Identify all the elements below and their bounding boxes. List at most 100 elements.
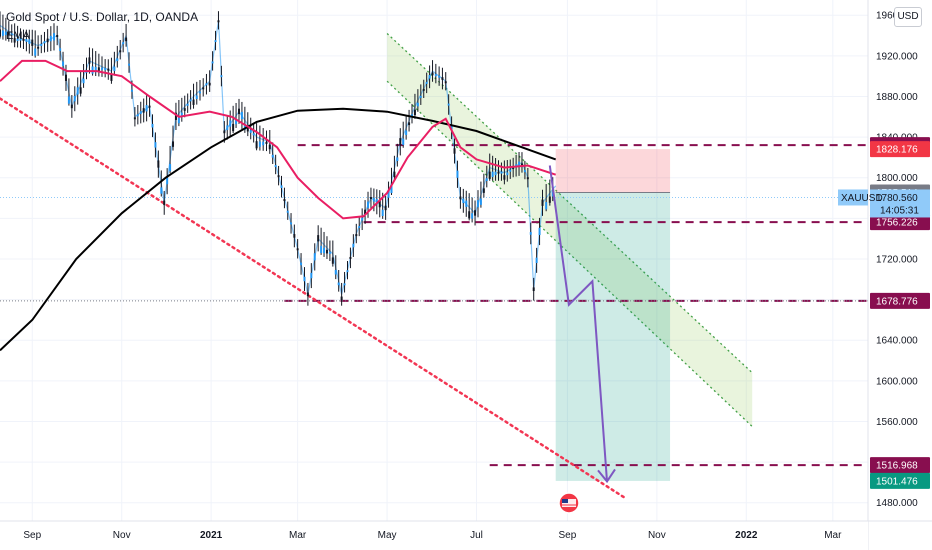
level-tag-bg [870, 457, 930, 474]
currency-button[interactable]: USD [894, 7, 922, 27]
candle-body [482, 188, 485, 193]
candle-body [286, 210, 289, 213]
candle-body [538, 227, 541, 236]
candle-body [67, 96, 70, 104]
chart-title: Gold Spot / U.S. Dollar, 1D, OANDA [6, 10, 199, 24]
price-tag-bg [870, 141, 930, 158]
candle-body [202, 87, 205, 90]
forecast-path[interactable] [548, 165, 616, 484]
candle-body [306, 292, 309, 297]
x-tick-label: Nov [648, 530, 666, 541]
candle-body [431, 72, 434, 76]
slow-ma-line [0, 107, 557, 352]
candle-body [453, 148, 456, 154]
trend-line[interactable] [0, 97, 626, 499]
price-tag: 1501.476 [876, 476, 918, 487]
candle-body [541, 199, 544, 206]
candle-body [205, 83, 208, 86]
x-tick-label: Mar [289, 530, 307, 541]
candle-body [91, 66, 94, 74]
candle-body [198, 91, 201, 94]
candle-body [393, 171, 396, 178]
candle-body [509, 169, 512, 172]
candle-body [43, 41, 46, 44]
forecast-arrowhead[interactable] [597, 468, 616, 484]
candle-body [214, 40, 217, 43]
flag-icon[interactable] [558, 492, 580, 514]
candle-body [208, 82, 211, 86]
candle-body [172, 141, 175, 147]
candle-body [290, 222, 293, 225]
price-tag-bg [870, 472, 930, 489]
candle-body [416, 102, 419, 107]
candle-body [22, 38, 25, 41]
candle-body [180, 112, 183, 118]
candle-body [405, 130, 408, 136]
candle-body [243, 123, 246, 131]
candle-body [82, 78, 85, 84]
short-position-box[interactable] [555, 149, 671, 481]
candle-body [49, 35, 52, 42]
horizontal-levels[interactable] [0, 144, 868, 467]
candle-body [369, 197, 372, 200]
candle-body [411, 114, 414, 117]
candle-body [474, 210, 477, 216]
candle-body [323, 247, 326, 254]
candle-body [258, 141, 261, 147]
forecast-line[interactable] [548, 165, 608, 482]
candle-body [399, 138, 402, 146]
candle-body [189, 99, 192, 102]
candle-body [7, 32, 10, 35]
candle-body [1, 30, 4, 36]
candle-body [280, 185, 283, 189]
x-tick-label: May [378, 530, 397, 541]
time-axis[interactable] [0, 521, 868, 550]
candle-body [220, 75, 223, 78]
candle-body [387, 191, 390, 198]
candle-body [252, 133, 255, 136]
x-tick-label: Sep [23, 530, 41, 541]
candle-body [177, 116, 180, 124]
candle-body [107, 68, 110, 71]
candle-body [529, 232, 532, 235]
candle-body [97, 67, 100, 71]
candle-body [364, 209, 367, 215]
candle-body [535, 257, 538, 264]
candle-body [331, 257, 334, 264]
candle-body [346, 270, 349, 273]
channel-lower-line[interactable] [386, 80, 753, 427]
candle-body [133, 117, 136, 120]
candle-body [300, 262, 303, 266]
candle-body [358, 225, 361, 228]
stop-zone[interactable] [555, 149, 671, 193]
candle-body [296, 248, 299, 251]
candle-body [325, 249, 328, 254]
target-zone[interactable] [555, 192, 671, 481]
candle-body [462, 198, 465, 204]
y-tick-label: 1880.000 [876, 92, 918, 103]
candle-body [434, 74, 437, 77]
dotted-trend-line[interactable] [0, 97, 626, 499]
x-tick-label: Jul [470, 530, 483, 541]
channel-upper-line[interactable] [386, 33, 753, 374]
candle-body [479, 198, 482, 205]
candle-body [476, 200, 479, 208]
candle-body [408, 122, 411, 126]
candle-body [271, 154, 274, 158]
x-tick-label: Mar [824, 530, 842, 541]
candle-body [352, 243, 355, 248]
candle-body [334, 269, 337, 275]
candle-body [211, 61, 214, 64]
candle-body [229, 120, 232, 127]
candle-body [413, 109, 416, 116]
candle-body [166, 177, 169, 185]
candle-body [169, 164, 172, 172]
candle-body [422, 88, 425, 91]
candle-body [79, 87, 82, 94]
current-price-label: 1780.560 [876, 193, 918, 204]
candle-body [125, 37, 128, 42]
candle-body [381, 209, 384, 217]
y-tick-label: 1560.000 [876, 417, 918, 428]
